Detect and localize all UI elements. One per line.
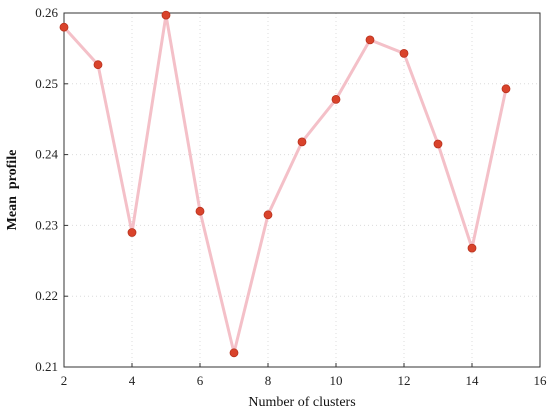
y-tick-label: 0.26 <box>35 5 58 20</box>
data-point <box>331 95 341 104</box>
y-tick-label: 0.23 <box>35 217 58 232</box>
data-point <box>127 228 137 237</box>
grid <box>64 13 540 367</box>
data-points <box>59 10 511 358</box>
x-tick-label: 2 <box>61 373 68 388</box>
axis-ticks: 2 4 6 8 10 12 14 16 0.21 0.22 0.23 0.24 0.25 0.26 <box>35 5 547 388</box>
data-point <box>365 35 375 45</box>
data-point <box>229 348 239 358</box>
y-axis-title: Mean profile <box>5 150 20 231</box>
data-point <box>263 210 273 220</box>
data-point <box>195 206 205 216</box>
x-axis-title: Number of clusters <box>248 395 355 410</box>
x-tick-label: 10 <box>330 373 343 388</box>
data-point <box>93 60 103 70</box>
data-point <box>399 49 409 58</box>
data-point <box>297 137 307 147</box>
data-point <box>433 139 443 149</box>
x-tick-label: 6 <box>197 373 204 388</box>
y-tick-label: 0.25 <box>35 76 58 91</box>
data-point <box>161 10 171 20</box>
y-tick-label: 0.24 <box>35 147 58 162</box>
x-tick-label: 4 <box>129 373 136 388</box>
data-point <box>467 243 477 253</box>
y-tick-label: 0.22 <box>35 288 58 303</box>
data-point <box>501 84 511 94</box>
y-tick-label: 0.21 <box>35 359 58 374</box>
x-tick-label: 14 <box>466 373 480 388</box>
plot-frame <box>63 12 541 368</box>
x-tick-label: 16 <box>534 373 548 388</box>
x-tick-label: 12 <box>398 373 411 388</box>
x-tick-label: 8 <box>265 373 272 388</box>
series-line <box>62 13 508 355</box>
data-point <box>59 22 69 32</box>
